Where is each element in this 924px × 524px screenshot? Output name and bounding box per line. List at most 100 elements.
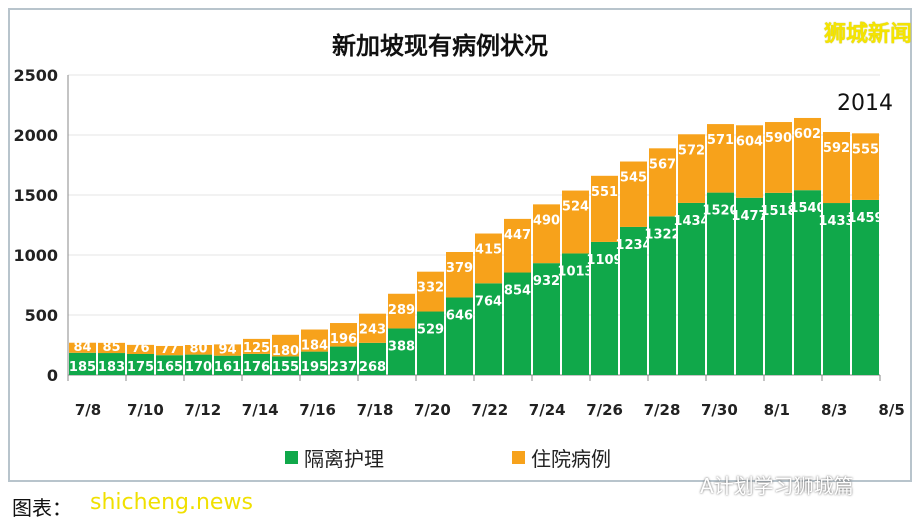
data-label-hospital: 447 xyxy=(504,228,531,243)
bar-isolation xyxy=(272,356,299,375)
data-label-isolation: 176 xyxy=(243,360,270,375)
bar-hospital xyxy=(765,122,792,193)
bar-isolation xyxy=(852,199,879,375)
bar-hospital xyxy=(185,345,212,355)
bar-isolation xyxy=(156,355,183,375)
data-label-isolation: 854 xyxy=(504,284,531,299)
x-tick-label: 7/24 xyxy=(529,401,566,419)
bar-hospital xyxy=(504,218,531,273)
bar-isolation xyxy=(765,192,792,375)
data-label-isolation: 185 xyxy=(69,360,96,375)
data-label-isolation: 1540 xyxy=(789,201,825,216)
data-label-isolation: 1434 xyxy=(673,214,709,229)
data-label-hospital: 379 xyxy=(446,261,473,276)
legend-label: 隔离护理 xyxy=(304,447,384,471)
data-label-hospital: 602 xyxy=(794,127,821,142)
bar-isolation xyxy=(388,328,415,375)
bar-isolation xyxy=(736,197,763,375)
data-label-hospital: 289 xyxy=(388,303,415,318)
data-label-hospital: 180 xyxy=(272,344,299,359)
bar-isolation xyxy=(417,311,444,375)
bar-hospital xyxy=(243,338,270,354)
bar-hospital xyxy=(417,271,444,312)
bar-isolation xyxy=(301,351,328,375)
data-label-isolation: 1109 xyxy=(586,253,622,268)
logo-watermark: 狮城新闻 xyxy=(823,22,912,47)
data-label-isolation: 932 xyxy=(533,274,560,289)
annotation-total: 2014 xyxy=(837,91,893,116)
data-label-isolation: 529 xyxy=(417,323,444,338)
bar-isolation xyxy=(504,272,531,375)
data-label-hospital: 524 xyxy=(562,200,589,215)
bar-hospital xyxy=(678,134,705,203)
bar-isolation xyxy=(214,355,241,375)
bar-hospital xyxy=(794,117,821,191)
bar-isolation xyxy=(562,253,589,375)
data-label-isolation: 170 xyxy=(185,360,212,375)
bar-hospital xyxy=(533,204,560,264)
data-label-hospital: 572 xyxy=(678,143,705,158)
data-label-hospital: 567 xyxy=(649,157,676,172)
data-label-isolation: 1322 xyxy=(644,227,680,242)
bar-isolation xyxy=(330,346,357,375)
x-tick-label: 7/8 xyxy=(75,401,101,419)
bar-hospital xyxy=(127,344,154,354)
data-label-isolation: 1433 xyxy=(818,214,854,229)
caption: 图表： xyxy=(12,496,72,520)
bar-hospital xyxy=(330,323,357,347)
bar-hospital xyxy=(736,125,763,198)
legend-item-hospital: 住院病例 xyxy=(512,443,611,472)
data-label-isolation: 1013 xyxy=(557,264,593,279)
data-label-isolation: 1518 xyxy=(760,204,796,219)
bar-hospital xyxy=(852,133,879,200)
data-label-hospital: 243 xyxy=(359,323,386,338)
x-tick-label: 7/26 xyxy=(586,401,623,419)
data-label-hospital: 571 xyxy=(707,133,734,148)
bar-hospital xyxy=(707,124,734,193)
legend-item-isolation: 隔离护理 xyxy=(285,443,384,472)
data-label-isolation: 1459 xyxy=(847,211,883,226)
bar-isolation xyxy=(533,263,560,375)
bar-hospital xyxy=(591,175,618,242)
x-tick-label: 7/12 xyxy=(184,401,221,419)
x-tick-label: 7/30 xyxy=(701,401,738,419)
bar-isolation xyxy=(823,203,850,375)
y-tick-label: 0 xyxy=(47,366,58,385)
data-label-hospital: 332 xyxy=(417,281,444,296)
bar-isolation xyxy=(678,202,705,375)
y-tick-label: 1500 xyxy=(13,186,58,205)
data-label-isolation: 161 xyxy=(214,360,241,375)
data-label-isolation: 1520 xyxy=(702,204,738,219)
bar-isolation xyxy=(185,354,212,375)
bar-hospital xyxy=(475,233,502,284)
data-label-isolation: 1234 xyxy=(615,238,651,253)
chart-frame xyxy=(8,8,912,482)
bar-hospital xyxy=(214,344,241,356)
data-label-isolation: 155 xyxy=(272,360,299,375)
legend-swatch xyxy=(512,451,525,464)
bar-isolation xyxy=(649,216,676,375)
data-label-hospital: 184 xyxy=(301,339,328,354)
data-label-isolation: 646 xyxy=(446,308,473,323)
bar-isolation xyxy=(127,354,154,375)
data-label-isolation: 764 xyxy=(475,294,502,309)
data-label-hospital: 555 xyxy=(852,142,879,157)
x-tick-label: 7/20 xyxy=(414,401,451,419)
data-label-hospital: 415 xyxy=(475,243,502,258)
y-tick-label: 500 xyxy=(25,306,58,325)
x-tick-label: 7/14 xyxy=(242,401,279,419)
bar-hospital xyxy=(156,345,183,356)
data-label-isolation: 165 xyxy=(156,360,183,375)
x-tick-label: 7/22 xyxy=(471,401,508,419)
data-label-hospital: 76 xyxy=(131,341,149,356)
data-label-hospital: 490 xyxy=(533,213,560,228)
bar-hospital xyxy=(98,342,125,354)
bar-isolation xyxy=(446,297,473,375)
y-tick-label: 2500 xyxy=(13,66,58,85)
data-label-isolation: 183 xyxy=(98,360,125,375)
data-label-hospital: 545 xyxy=(620,171,647,186)
data-label-hospital: 85 xyxy=(102,340,120,355)
data-label-isolation: 237 xyxy=(330,360,357,375)
bar-isolation xyxy=(69,352,96,375)
